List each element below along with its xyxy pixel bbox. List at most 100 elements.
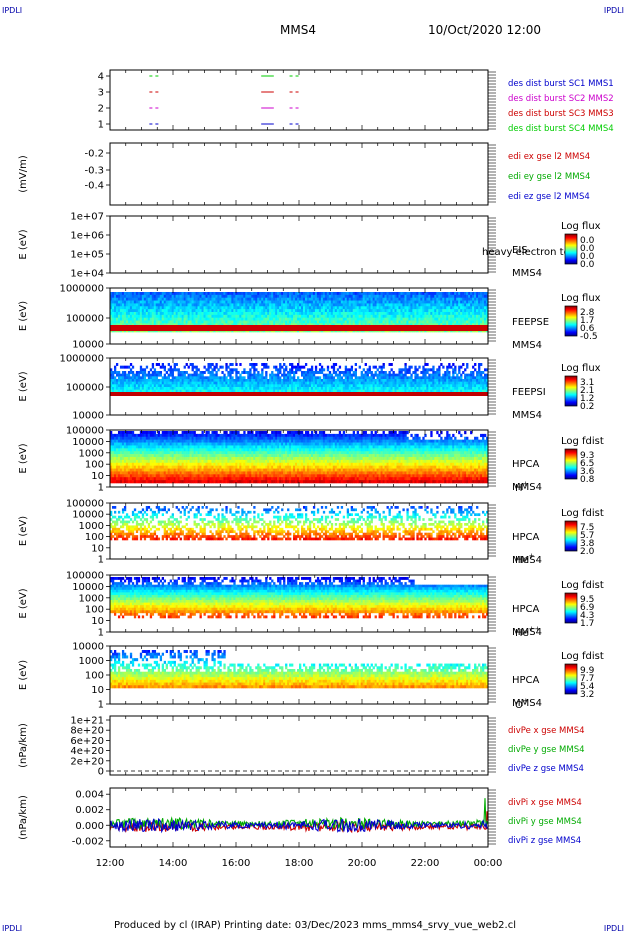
spectrogram-cell [127,376,131,380]
spectrogram-cell [125,314,129,319]
spectrogram-cell [269,320,272,324]
spectrogram-cell [312,373,316,377]
spectrogram-cell [408,300,411,304]
spectrogram-cell [235,317,238,321]
spectrogram-cell [326,309,330,313]
spectrogram-cell [342,306,346,310]
spectrogram-cell [458,381,461,385]
spectrogram-cell [480,292,483,296]
spectrogram-cell [175,312,178,316]
spectrogram-cell [227,314,230,319]
spectrogram-cell [213,376,216,380]
spectrogram-cell [297,379,300,382]
spectrogram-cell [426,381,429,385]
spectrogram-cell [378,387,381,390]
spectrogram-cell [165,312,168,316]
spectrogram-cell [251,379,254,382]
spectrogram-cell [402,294,405,299]
spectrogram-cell [235,363,238,366]
spectrogram-cell [434,381,437,385]
spectrogram-cell [209,306,212,310]
spectrogram-cell [434,292,437,296]
spectrogram-cell [332,294,336,299]
spectrogram-cell [263,379,266,382]
spectrogram-cell [468,376,471,380]
spectrogram-cell [380,368,383,372]
spectrogram-cell [110,371,113,374]
spectrogram-cell [364,297,367,301]
spectrogram-cell [187,294,190,299]
spectrogram-cell [165,381,168,385]
legend-entry: des dist burst SC3 MMS3 [508,109,614,119]
spectrogram-cell [478,292,481,296]
spectrogram-cell [111,306,115,310]
spectrogram-cell [133,294,137,299]
spectrogram-cell [191,317,194,321]
spectrogram-cell [175,387,178,390]
spectrogram-cell [167,314,170,319]
spectrogram-cell [155,376,159,380]
spectrogram-cell [223,373,226,377]
spectrogram-cell [484,294,487,299]
spectrogram-cell [135,309,139,313]
spectrogram-cell [275,309,278,313]
legend-entry: edi ey gse l2 MMS4 [508,172,590,182]
spectrogram-cell [251,312,254,316]
spectrogram-cell [251,320,254,324]
spectrogram-cell [169,368,172,372]
spectrogram-cell [430,306,433,310]
spectrogram-cell [310,292,314,296]
spectrogram-cell [171,371,174,374]
spectrogram-cell [396,306,399,310]
spectrogram-cell [295,303,298,307]
spectrogram-cell [191,292,194,296]
spectrogram-cell [135,371,139,374]
spectrogram-cell [468,294,471,299]
spectrogram-cell [336,387,340,390]
spectrogram-cell [221,320,224,324]
spectrogram-cell [193,387,196,390]
spectrogram-cell [398,303,401,307]
spectrogram-cell [486,381,489,385]
spectrogram-cell [193,371,196,374]
spectrogram-cell [285,365,288,369]
spectrogram-cell [306,292,310,296]
spectrogram-cell [304,376,308,380]
spectrogram-cell [416,300,419,304]
spectrogram-cell [300,294,304,299]
spectrogram-cell [418,389,421,393]
spectrogram-cell [346,300,350,304]
spectrogram-cell [261,368,264,372]
spectrogram-cell [318,303,322,307]
spectrogram-cell [442,376,445,380]
spectrogram-cell [159,294,163,299]
spectrogram-cell [253,363,256,366]
spectrogram-cell [225,376,228,380]
spectrogram-cell [167,300,170,304]
spectrogram-cell [241,294,244,299]
spectrogram-cell [141,300,145,304]
spectrogram-cell [223,303,226,307]
spectrogram-cell [195,368,198,372]
spectrogram-cell [179,306,182,310]
legend-entry: des dist burst SC4 MMS4 [508,124,614,134]
spectrogram-cell [318,368,322,372]
spectrogram-cell [434,297,437,301]
spectrogram-cell [358,317,361,321]
spectrogram-cell [338,320,342,324]
spectrogram-cell [287,317,290,321]
spectrogram-cell [189,379,192,382]
spectrogram-cell [460,314,463,319]
spectrogram-cell [229,312,232,316]
spectrogram-cell [360,371,363,374]
spectrogram-cell [420,303,423,307]
spectrogram-cell [446,376,449,380]
spectrogram-cell [151,306,155,310]
spectrogram-cell [289,300,292,304]
spectrogram-cell [215,312,218,316]
spectrogram-cell [392,312,395,316]
spectrogram-cell [430,292,433,296]
spectrogram-cell [297,303,300,307]
spectrogram-cell [414,317,417,321]
spectrogram-cell [308,300,312,304]
